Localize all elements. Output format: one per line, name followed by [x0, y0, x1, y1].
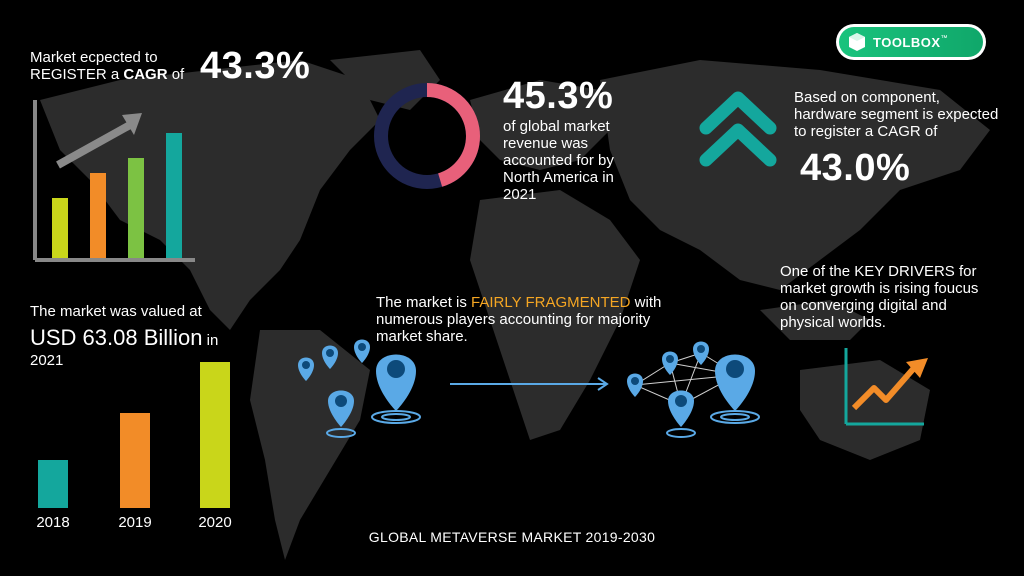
cagr-value: 43.3% — [200, 45, 311, 87]
footer-title: GLOBAL METAVERSE MARKET 2019-2030 — [368, 529, 656, 545]
cagr-line1: Market ecpected to — [30, 49, 158, 66]
location-pin-icon — [322, 345, 338, 369]
component-value: 43.0% — [800, 147, 911, 189]
na-line-4: North America in — [503, 169, 614, 186]
component-line-2: hardware segment is expected — [794, 106, 999, 123]
fragmented-text: The market is FAIRLY FRAGMENTED with num… — [376, 294, 661, 345]
year-label-2018: 2018 — [36, 514, 70, 531]
location-pin-icon — [371, 354, 421, 424]
year-label-2019: 2019 — [118, 514, 152, 531]
drivers-text: One of the KEY DRIVERS for market growth… — [780, 263, 978, 331]
location-pin-icon — [710, 354, 760, 424]
location-pin-icon — [693, 341, 709, 365]
na-line-1: of global market — [503, 118, 610, 135]
donut-share — [374, 83, 480, 189]
na-line-5: 2021 — [503, 186, 537, 203]
valued-amount-row: USD 63.08 Billion in — [30, 326, 218, 353]
valued-suffix: in — [202, 332, 219, 349]
year-bar-2020 — [200, 362, 230, 508]
year-bar-2018 — [38, 459, 68, 508]
frag-line2: numerous players accounting for majority — [376, 311, 651, 328]
location-pin-icon — [298, 357, 314, 381]
drivers-line-2: market growth is rising foucus — [780, 280, 979, 297]
na-line-3: accounted for by — [503, 152, 614, 169]
component-line-3: to register a CAGR of — [794, 123, 938, 140]
arrow-right-icon — [450, 377, 609, 391]
valued-line1: The market was valued at — [30, 303, 202, 320]
toolbox-tm: ™ — [940, 34, 948, 42]
north-america-text: of global market revenue was accounted f… — [503, 118, 614, 203]
frag-highlight: FAIRLY FRAGMENTED — [471, 294, 631, 311]
valued-amount: USD 63.08 Billion — [30, 325, 203, 350]
location-pin-icon — [354, 339, 370, 363]
toolbox-label: TOOLBOX — [873, 34, 941, 50]
location-pin-icon — [627, 373, 643, 397]
drivers-line-3: on converging digital and — [780, 297, 947, 314]
component-text: Based on component, hardware segment is … — [794, 89, 998, 140]
pins-right-network — [627, 341, 760, 438]
cagr-line2b: CAGR — [123, 66, 168, 83]
year-bar-2019 — [120, 413, 150, 508]
trend-up-icon — [844, 348, 928, 426]
growth-chart-icon — [33, 100, 195, 262]
na-line-2: revenue was — [503, 135, 589, 152]
valued-year: 2021 — [30, 352, 64, 369]
north-america-donut — [374, 83, 480, 189]
pins-left-cluster — [298, 339, 421, 438]
cagr-text: Market ecpected to REGISTER a CAGR of — [30, 49, 184, 83]
cube-icon — [849, 33, 865, 51]
year-label-2020: 2020 — [198, 514, 232, 531]
drivers-line-1: One of the KEY DRIVERS for — [780, 263, 977, 280]
component-line-1: Based on component, — [794, 89, 940, 106]
drivers-line-4: physical worlds. — [780, 314, 886, 331]
cagr-line2c: of — [167, 66, 185, 83]
frag-post: with — [630, 294, 662, 311]
cagr-line2a: REGISTER a — [30, 66, 124, 83]
location-pin-icon — [326, 390, 356, 438]
frag-line3: market share. — [376, 328, 468, 345]
location-pin-icon — [662, 351, 678, 375]
toolbox-logo: TOOLBOX ™ — [836, 24, 986, 60]
location-pin-icon — [666, 390, 696, 438]
chevrons-up-icon — [699, 91, 777, 167]
north-america-value: 45.3% — [503, 75, 614, 117]
frag-pre: The market is — [376, 294, 472, 311]
